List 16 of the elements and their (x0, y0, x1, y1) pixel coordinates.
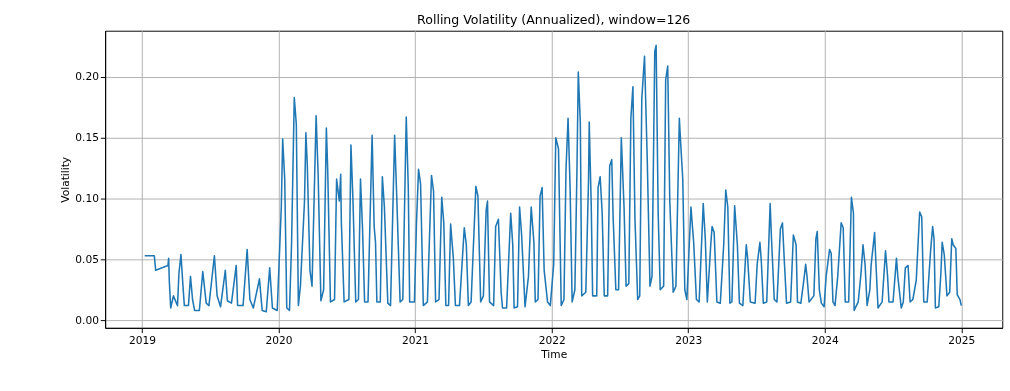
y-axis-title: Volatility (59, 156, 73, 203)
y-tick-label: 0.20 (75, 70, 100, 84)
y-tick-label: 0.05 (75, 252, 99, 266)
line-series (143, 44, 963, 313)
x-tick-label: 2019 (128, 333, 157, 347)
x-tick-label: 2023 (675, 333, 703, 347)
y-tick-label: 0.15 (75, 131, 99, 145)
x-tick-label: 2021 (402, 333, 430, 347)
y-tick-label: 0.10 (75, 191, 100, 205)
chart-title: Rolling Volatility (Annualized), window=126 (417, 11, 691, 27)
x-tick-label: 2020 (265, 333, 293, 347)
x-axis-title: Time (540, 348, 568, 362)
x-tick-label: 2022 (538, 333, 566, 347)
y-tick-label: 0.00 (75, 313, 100, 327)
x-tick-label: 2024 (811, 333, 839, 347)
x-tick-label: 2025 (948, 333, 976, 347)
